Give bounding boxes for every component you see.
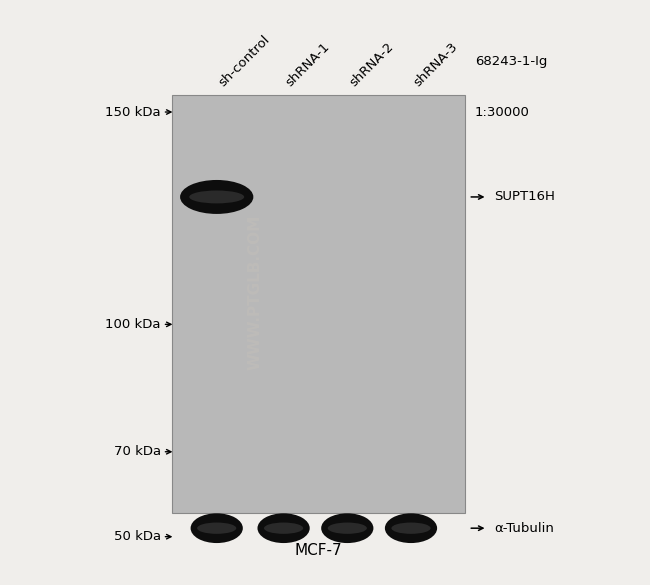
Text: 68243-1-Ig: 68243-1-Ig [474, 54, 547, 67]
Text: 70 kDa: 70 kDa [114, 445, 161, 458]
FancyBboxPatch shape [172, 95, 465, 513]
Ellipse shape [189, 191, 244, 204]
Ellipse shape [190, 513, 243, 543]
Text: sh-control: sh-control [216, 33, 273, 89]
Text: WWW.PTGLB.COM: WWW.PTGLB.COM [248, 215, 263, 370]
Text: shRNA-1: shRNA-1 [283, 40, 333, 89]
Ellipse shape [264, 522, 303, 534]
Text: shRNA-3: shRNA-3 [411, 40, 460, 89]
Text: α-Tubulin: α-Tubulin [494, 522, 554, 535]
Ellipse shape [257, 513, 309, 543]
Ellipse shape [180, 180, 254, 214]
Ellipse shape [197, 522, 237, 534]
Ellipse shape [385, 513, 437, 543]
Text: 150 kDa: 150 kDa [105, 105, 161, 119]
Text: 100 kDa: 100 kDa [105, 318, 161, 331]
Ellipse shape [321, 513, 373, 543]
Text: MCF-7: MCF-7 [295, 543, 343, 558]
Text: 50 kDa: 50 kDa [114, 530, 161, 543]
Text: 1:30000: 1:30000 [474, 105, 530, 119]
Text: shRNA-2: shRNA-2 [347, 40, 396, 89]
Ellipse shape [391, 522, 430, 534]
Text: SUPT16H: SUPT16H [494, 191, 554, 204]
Ellipse shape [328, 522, 367, 534]
